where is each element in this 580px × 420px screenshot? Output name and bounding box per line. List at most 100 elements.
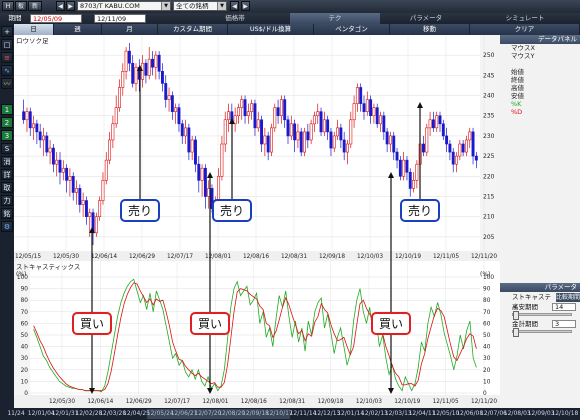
timeline-date[interactable]: 12/04/25 [123,410,150,417]
home-button[interactable]: H [2,1,14,11]
tab-tech[interactable]: テク [290,13,380,24]
timeline-date[interactable]: 12/07/06 [480,410,507,417]
camera-tool[interactable]: □ [1,39,13,50]
timeline-date[interactable]: 12/05/24 [146,410,174,417]
timeline-date[interactable]: 12/07/20 [194,410,222,417]
timeline-date[interactable]: 12/12/13 [313,410,341,417]
tab-clear[interactable]: クリア [470,24,580,35]
candle-body [256,119,260,129]
indicator-3-button[interactable]: 3 [1,130,13,141]
end-date-input[interactable]: 12/11/09 [94,14,146,23]
param1-slider[interactable] [512,311,572,320]
param2-slider[interactable] [512,328,572,337]
timeline-selection[interactable] [146,409,290,419]
candle-body [428,119,432,129]
sell-annotation-1-label: 売り [128,203,152,218]
price-x-tick: 12/07/17 [167,254,193,260]
new-button[interactable]: 新 [28,1,42,11]
tab-pentagon[interactable]: ペンタゴン [314,24,390,35]
indicator-1-button[interactable]: 1 [1,104,13,115]
chevron-down-icon[interactable]: ▼ [217,2,226,10]
price-x-tick: 12/06/29 [129,254,155,260]
timeline-date[interactable]: 12/01/04 [27,410,55,417]
slider-handle[interactable] [513,311,519,320]
osc-x-tick: 12/08/31 [279,399,305,405]
osc-y-tick: 30 [21,356,29,362]
slider-handle[interactable] [513,328,519,337]
take-button[interactable]: 取 [1,182,13,193]
timeline-date[interactable]: 12/08/03 [503,410,531,417]
mouse-x-label: マウスX [511,44,535,52]
crosshair-tool[interactable]: + [1,26,13,37]
timeline-date[interactable]: 12/03/13 [384,410,412,417]
candle-body [346,143,349,153]
tab-price-range[interactable]: 価格帯 [225,14,245,22]
osc-y-tick: 80 [21,298,29,304]
candle-body [372,107,376,117]
timeline-date[interactable]: 12/03/28 [99,410,127,417]
price-y-tick: 220 [483,173,495,180]
next-list-button[interactable]: ▶ [241,1,250,11]
tab-parameter[interactable]: パラメータ [409,14,443,22]
timeline-date[interactable]: 12/06/08 [456,410,484,417]
candle-body [309,123,313,141]
candle-body [270,127,273,153]
tab-daily[interactable]: 日 [14,24,54,35]
timeline-date[interactable]: 12/10/18 [551,410,579,417]
timeline-date[interactable]: 12/11/14 [289,410,317,417]
next-symbol-button[interactable]: ▶ [66,1,75,11]
tab-weekly[interactable]: 週 [54,24,102,35]
candle-body [233,115,237,125]
candle-body [339,127,343,141]
detail-button[interactable]: 詳 [1,169,13,180]
tab-custom-period[interactable]: カスタム期間 [158,24,228,35]
candle-body [28,111,32,129]
symbol-input[interactable]: 8703/T KABU.COM ▼ [77,1,171,11]
candle-body [253,103,257,129]
tab-move[interactable]: 移動 [390,24,470,35]
timeline-date[interactable]: 12/10/17 [265,410,293,417]
timeline-date[interactable]: 12/08/20 [218,410,246,417]
timeline-date[interactable]: 12/09/03 [527,410,555,417]
brand-button[interactable]: 銘 [1,208,13,219]
tab-simulate[interactable]: シミュレート [505,14,545,22]
candle-body [91,212,95,234]
trendline-tool[interactable]: ≡ [1,52,13,63]
timeline-date[interactable]: 12/06/21 [170,410,198,417]
timeline-date[interactable]: 12/02/28 [75,410,103,417]
candle-body [359,87,363,104]
tab-monthly[interactable]: 月 [102,24,158,35]
timeline-bar[interactable]: 11/24 12/01/04 12/01/31 12/02/28 12/03/28 12/… [0,408,580,420]
timeline-date[interactable]: 12/01/31 [51,410,79,417]
indicator-2-button[interactable]: 2 [1,117,13,128]
chart-area[interactable]: 205 210 215 220 225 230 235 240 245 250 12/05/15 12… [14,35,500,408]
param1-input[interactable]: 14 [552,303,576,311]
timeline-date[interactable]: 12/02/13 [361,410,388,417]
gear-icon[interactable]: ⚙ [1,221,13,232]
curve-tool[interactable]: 〰 [1,78,13,89]
candle-body [187,127,191,153]
tab-usd-conversion[interactable]: US$/ドル換算 [228,24,314,35]
tab-compare-period[interactable]: 比較期間 [556,293,580,302]
price-yaxis-bg [480,35,500,251]
timeline-date[interactable]: 12/09/18 [242,410,269,417]
prev-symbol-button[interactable]: ◀ [56,1,65,11]
power-button[interactable]: 力 [1,195,13,206]
start-date-input[interactable]: 12/05/09 [30,14,82,23]
candle-body [425,127,429,153]
timeline-date[interactable]: 12/04/11 [408,410,436,417]
stock-list-select[interactable]: 全ての銘柄 ▼ [173,1,227,11]
candle-body [71,176,75,193]
board-button[interactable]: 板 [15,1,27,11]
buy-annotation-2-box [190,312,230,335]
param2-input[interactable]: 3 [552,320,576,328]
chevron-down-icon[interactable]: ▼ [161,2,170,10]
timeline-date[interactable]: 12/01/14 [337,410,365,417]
wave-tool[interactable]: ∿ [1,65,13,76]
chart-svg[interactable]: 205 210 215 220 225 230 235 240 245 250 12/05/15 12… [14,35,500,408]
delete-button[interactable]: 消 [1,156,13,167]
prev-list-button[interactable]: ◀ [230,1,239,11]
timeline-date[interactable]: 11/24 [7,410,25,417]
timeline-date[interactable]: 12/05/10 [432,410,460,417]
s-button[interactable]: S [1,143,13,154]
